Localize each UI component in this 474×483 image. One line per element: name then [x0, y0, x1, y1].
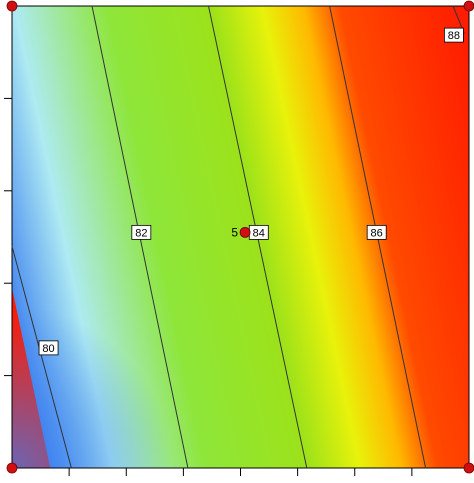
contour-line [11, 246, 72, 469]
contour-label: 88 [448, 30, 460, 42]
blue-corner-overlay [12, 6, 469, 468]
corner-point [463, 0, 474, 12]
contour-label: 82 [135, 227, 147, 239]
data-point [239, 226, 251, 238]
contour-label-box [444, 27, 464, 43]
data-point-label: 5 [231, 225, 238, 239]
contour-label: 86 [371, 227, 383, 239]
axis-ticks [4, 97, 413, 476]
contour-label-box [38, 340, 59, 356]
data-points: 5 [6, 0, 474, 474]
corner-point [6, 462, 18, 474]
contour-label-box [131, 224, 152, 240]
contour-label-box [366, 224, 387, 240]
contour-labels: 80 82 84 86 88 [38, 27, 464, 356]
corner-point [6, 0, 18, 12]
contour-label: 80 [42, 343, 54, 355]
corner-point [463, 462, 474, 474]
contour-label: 84 [253, 227, 265, 239]
